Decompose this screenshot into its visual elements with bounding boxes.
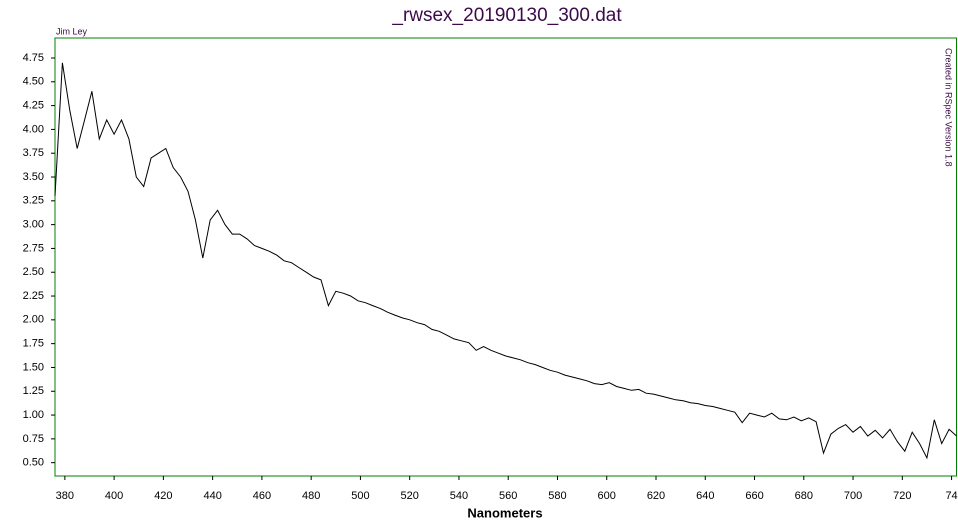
x-tick-label: 380 bbox=[56, 490, 74, 502]
x-tick-label: 520 bbox=[401, 490, 419, 502]
plot-frame bbox=[54, 37, 957, 477]
x-tick-label: 74 bbox=[945, 490, 957, 502]
y-tick-label: 2.75 bbox=[23, 242, 44, 254]
y-tick-label: 4.50 bbox=[23, 76, 44, 88]
y-tick-label: 3.75 bbox=[23, 147, 44, 159]
x-tick-label: 400 bbox=[105, 490, 123, 502]
x-axis-label: Nanometers bbox=[467, 505, 542, 520]
y-tick-label: 4.00 bbox=[23, 123, 44, 135]
y-tick-label: 4.75 bbox=[23, 52, 44, 64]
x-tick-label: 480 bbox=[302, 490, 320, 502]
y-tick-label: 1.25 bbox=[23, 385, 44, 397]
x-tick-label: 620 bbox=[647, 490, 665, 502]
y-tick-label: 0.75 bbox=[23, 433, 44, 445]
y-tick-label: 3.25 bbox=[23, 195, 44, 207]
x-tick-label: 580 bbox=[548, 490, 566, 502]
x-tick-label: 540 bbox=[450, 490, 468, 502]
author: Jim Ley bbox=[56, 26, 88, 36]
x-tick-label: 680 bbox=[795, 490, 813, 502]
spectrum-line bbox=[54, 62, 957, 460]
x-tick-label: 720 bbox=[893, 490, 911, 502]
x-tick-label: 660 bbox=[745, 490, 763, 502]
y-tick-label: 3.00 bbox=[23, 219, 44, 231]
y-tick-label: 1.00 bbox=[23, 409, 44, 421]
chart-title: _rwsex_20190130_300.dat bbox=[391, 5, 622, 26]
y-tick-label: 2.25 bbox=[23, 290, 44, 302]
y-tick-label: 2.00 bbox=[23, 314, 44, 326]
x-tick-label: 700 bbox=[844, 490, 862, 502]
y-tick-label: 1.50 bbox=[23, 361, 44, 373]
x-tick-label: 420 bbox=[154, 490, 172, 502]
y-tick-label: 1.75 bbox=[23, 338, 44, 350]
y-tick-label: 2.50 bbox=[23, 266, 44, 278]
y-tick-label: 4.25 bbox=[23, 100, 44, 112]
credit: Created in RSpec Version 1.8 bbox=[944, 48, 954, 167]
x-tick-label: 440 bbox=[203, 490, 221, 502]
x-tick-label: 560 bbox=[499, 490, 517, 502]
y-tick-label: 0.50 bbox=[23, 457, 44, 469]
x-tick-label: 600 bbox=[598, 490, 616, 502]
x-tick-label: 500 bbox=[351, 490, 369, 502]
x-tick-label: 640 bbox=[696, 490, 714, 502]
y-tick-label: 3.50 bbox=[23, 171, 44, 183]
x-tick-label: 460 bbox=[253, 490, 271, 502]
